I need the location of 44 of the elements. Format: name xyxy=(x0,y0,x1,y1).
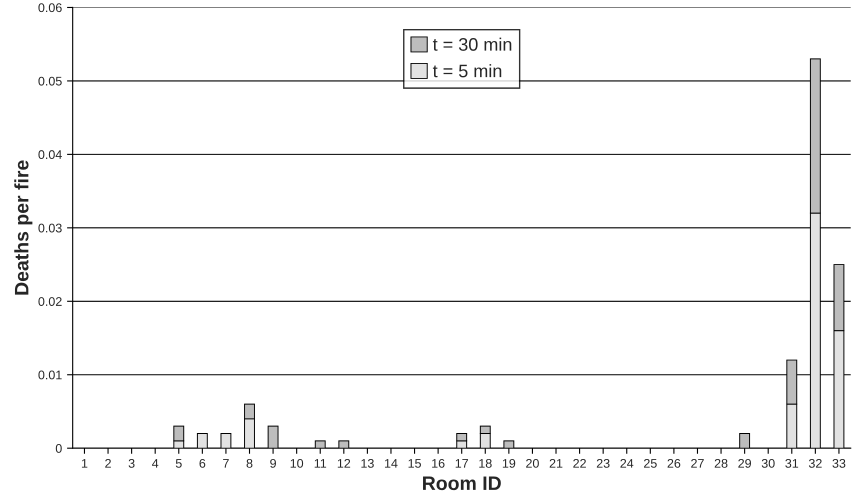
x-tick-label: 22 xyxy=(573,458,586,468)
x-tick-label: 18 xyxy=(479,458,492,468)
y-axis-title: Deaths per fire xyxy=(14,160,32,295)
x-tick-label: 27 xyxy=(691,458,704,468)
x-tick-label: 5 xyxy=(176,459,182,468)
x-tick-label: 16 xyxy=(432,458,445,468)
x-tick-label: 8 xyxy=(246,458,252,468)
x-tick-label: 2 xyxy=(105,458,111,468)
y-tick-label: 0.04 xyxy=(38,150,62,160)
x-tick-label: 24 xyxy=(620,458,634,468)
y-tick-label: 0.06 xyxy=(38,3,62,12)
x-tick-label: 12 xyxy=(338,458,350,468)
x-tick-label: 21 xyxy=(550,458,562,468)
x-tick-label: 1 xyxy=(82,459,88,468)
x-tick-label: 32 xyxy=(808,458,822,468)
x-tick-label: 26 xyxy=(668,458,680,468)
y-tick-label: 0 xyxy=(56,444,62,453)
legend-label: t = 30 min xyxy=(432,38,512,51)
y-tick-label: 0.02 xyxy=(38,297,62,306)
x-tick-label: 17 xyxy=(456,459,468,468)
x-tick-label: 14 xyxy=(384,459,398,468)
x-tick-label: 13 xyxy=(361,458,374,468)
x-tick-label: 30 xyxy=(762,458,775,468)
x-tick-label: 25 xyxy=(644,458,657,468)
y-tick-label: 0.01 xyxy=(38,370,62,380)
x-tick-label: 20 xyxy=(526,458,539,468)
x-tick-label: 11 xyxy=(314,459,326,468)
x-tick-label: 28 xyxy=(714,458,728,468)
y-tick-label: 0.05 xyxy=(38,76,62,86)
y-tick-label: 0.03 xyxy=(38,224,62,232)
x-tick-label: 3 xyxy=(128,458,135,468)
x-tick-label: 29 xyxy=(738,458,751,468)
x-tick-label: 10 xyxy=(290,458,304,468)
x-tick-label: 19 xyxy=(502,458,516,468)
legend-label: t = 5 min xyxy=(432,64,502,78)
x-tick-label: 6 xyxy=(200,458,206,468)
x-tick-label: 23 xyxy=(596,458,610,468)
x-tick-label: 15 xyxy=(408,459,421,468)
x-tick-label: 7 xyxy=(223,459,229,468)
x-tick-label: 9 xyxy=(270,458,276,468)
x-tick-label: 33 xyxy=(832,458,846,468)
x-tick-label: 4 xyxy=(152,459,158,468)
x-axis-title: Room ID xyxy=(423,476,501,490)
x-tick-label: 31 xyxy=(785,458,798,468)
